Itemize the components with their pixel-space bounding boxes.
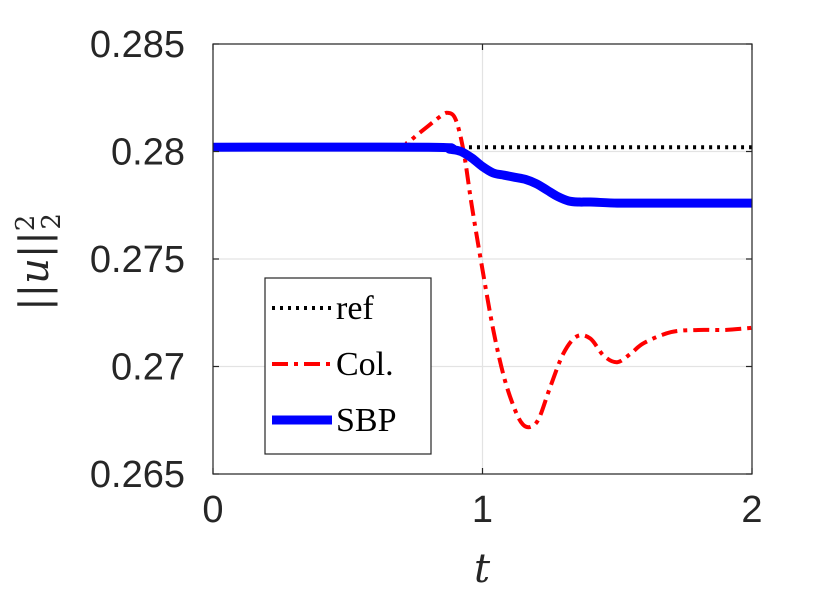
y-tick-label: 0.275	[90, 239, 185, 281]
x-tick-label: 1	[472, 489, 493, 531]
y-axis-label: ||u||22	[11, 213, 67, 311]
y-tick-label: 0.265	[90, 454, 185, 496]
x-tick-label: 2	[741, 489, 762, 531]
y-tick-label: 0.285	[90, 24, 185, 66]
y-tick-label: 0.28	[111, 132, 185, 174]
legend-label: Col.	[336, 346, 394, 383]
series-line-col	[212, 110, 753, 430]
series-lines	[212, 110, 753, 430]
tick-labels: 0 1 2 0.265 0.27 0.275 0.28 0.285	[90, 24, 763, 531]
y-tick-label: 0.27	[111, 347, 185, 389]
series-line-sbp	[212, 142, 752, 208]
x-tick-label: 0	[202, 489, 223, 531]
legend-box	[264, 277, 432, 455]
x-axis-label: t	[474, 546, 491, 592]
svg-text:||u||22: ||u||22	[11, 213, 67, 311]
legend-label: ref	[336, 290, 374, 327]
tick-marks	[212, 43, 753, 475]
legend: ref Col. SBP	[264, 277, 432, 455]
legend-label: SBP	[336, 402, 397, 439]
